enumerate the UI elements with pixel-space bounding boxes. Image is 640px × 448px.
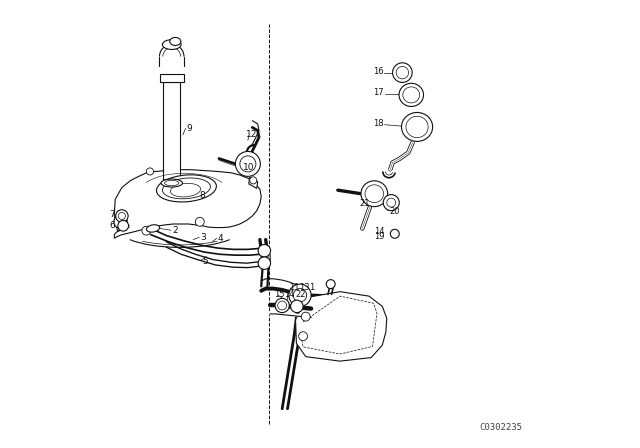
Text: 19: 19 bbox=[374, 232, 385, 241]
Text: 17: 17 bbox=[372, 88, 383, 97]
Ellipse shape bbox=[170, 38, 181, 45]
Ellipse shape bbox=[164, 181, 179, 186]
Circle shape bbox=[236, 151, 260, 177]
Circle shape bbox=[240, 156, 256, 172]
Text: 13: 13 bbox=[299, 283, 309, 292]
Circle shape bbox=[289, 284, 311, 306]
Text: 6: 6 bbox=[109, 221, 115, 230]
Text: 1: 1 bbox=[309, 283, 314, 292]
Circle shape bbox=[147, 168, 154, 175]
Circle shape bbox=[396, 66, 408, 79]
Text: 16: 16 bbox=[372, 67, 383, 76]
Ellipse shape bbox=[163, 40, 181, 49]
Ellipse shape bbox=[156, 175, 216, 202]
Polygon shape bbox=[249, 177, 258, 188]
Ellipse shape bbox=[163, 178, 211, 199]
Text: 5: 5 bbox=[202, 257, 208, 267]
Text: 8: 8 bbox=[199, 190, 205, 199]
Ellipse shape bbox=[399, 83, 424, 107]
Text: 14: 14 bbox=[284, 290, 295, 299]
Circle shape bbox=[301, 312, 310, 321]
Circle shape bbox=[387, 198, 396, 207]
Circle shape bbox=[392, 63, 412, 82]
Circle shape bbox=[118, 212, 125, 220]
Text: 7: 7 bbox=[109, 210, 115, 219]
Text: 22: 22 bbox=[296, 290, 306, 299]
Polygon shape bbox=[160, 73, 184, 82]
Circle shape bbox=[118, 220, 129, 231]
Circle shape bbox=[291, 300, 303, 313]
Circle shape bbox=[116, 210, 128, 222]
Circle shape bbox=[383, 194, 399, 211]
Circle shape bbox=[275, 298, 289, 313]
Text: 3: 3 bbox=[201, 233, 207, 242]
Circle shape bbox=[390, 229, 399, 238]
Text: C0302235: C0302235 bbox=[479, 423, 523, 432]
Polygon shape bbox=[296, 292, 387, 361]
Ellipse shape bbox=[170, 183, 200, 197]
Ellipse shape bbox=[401, 112, 433, 142]
Polygon shape bbox=[266, 254, 270, 260]
Text: 18: 18 bbox=[372, 119, 383, 128]
Ellipse shape bbox=[365, 185, 383, 202]
Text: 12: 12 bbox=[246, 130, 257, 139]
Circle shape bbox=[114, 215, 127, 228]
Text: 21: 21 bbox=[359, 199, 370, 208]
Circle shape bbox=[326, 280, 335, 289]
Circle shape bbox=[250, 177, 257, 184]
Ellipse shape bbox=[406, 116, 428, 138]
Circle shape bbox=[293, 289, 307, 302]
Text: 2: 2 bbox=[172, 226, 178, 235]
Circle shape bbox=[258, 257, 271, 269]
Circle shape bbox=[278, 301, 287, 310]
Ellipse shape bbox=[147, 225, 159, 232]
Circle shape bbox=[299, 332, 308, 340]
Text: 9: 9 bbox=[186, 124, 192, 133]
Text: 11: 11 bbox=[289, 283, 300, 292]
Text: 4: 4 bbox=[218, 234, 223, 243]
Text: 15: 15 bbox=[275, 290, 285, 299]
Text: 10: 10 bbox=[243, 163, 255, 172]
Circle shape bbox=[195, 217, 204, 226]
Polygon shape bbox=[163, 82, 180, 180]
Text: 20: 20 bbox=[389, 207, 399, 216]
Ellipse shape bbox=[361, 181, 388, 207]
Ellipse shape bbox=[403, 87, 420, 103]
Ellipse shape bbox=[161, 179, 182, 187]
Text: 14: 14 bbox=[374, 227, 385, 236]
Circle shape bbox=[142, 226, 151, 235]
Polygon shape bbox=[115, 170, 261, 238]
Circle shape bbox=[258, 245, 271, 257]
